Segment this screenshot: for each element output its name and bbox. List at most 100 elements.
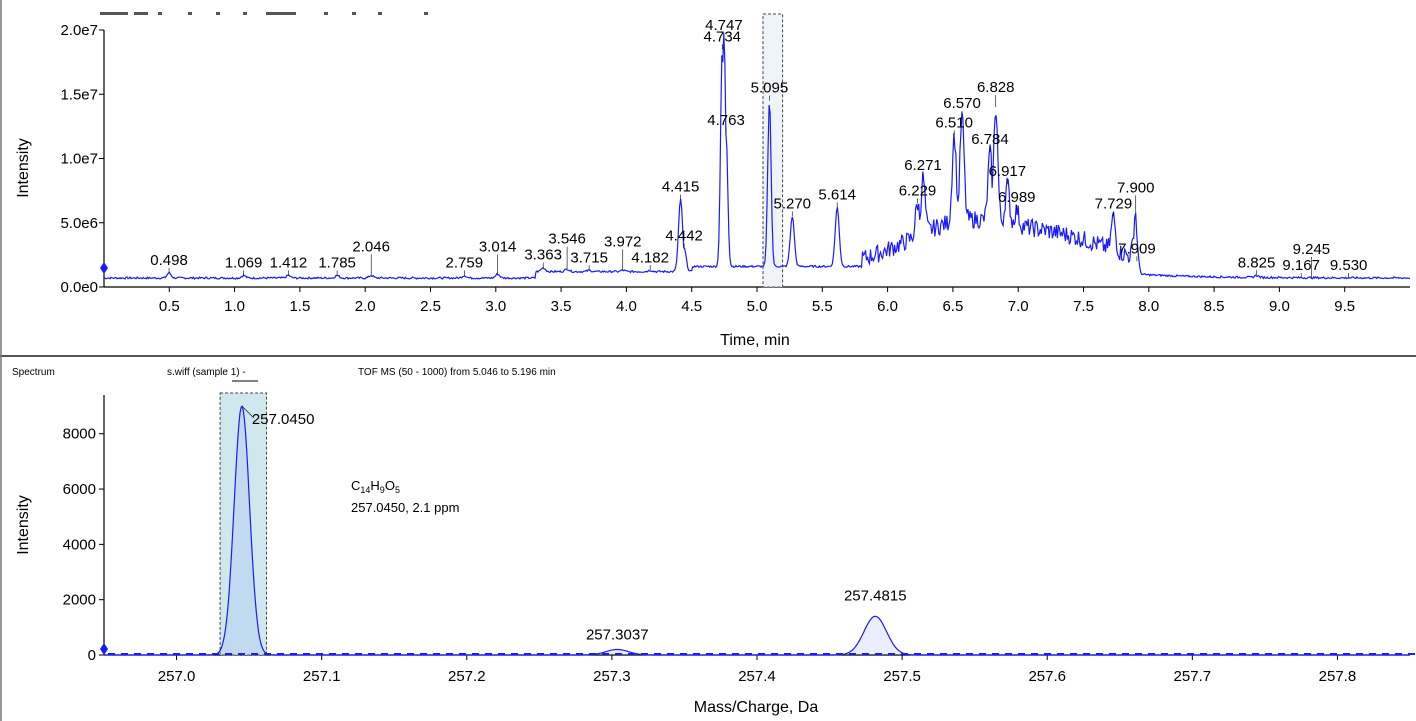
baseline-segment: [303, 653, 310, 655]
baseline-segment: [1005, 653, 1012, 655]
baseline-segment: [329, 653, 336, 655]
y-tick-label: 4000: [63, 536, 96, 553]
peak-label: 6.570: [943, 95, 981, 112]
baseline-segment: [1031, 653, 1038, 655]
peak-label: 257.4815: [844, 587, 907, 604]
peak-marker: [241, 405, 255, 419]
x-tick-label: 6.0: [877, 298, 898, 315]
x-tick-label: 5.0: [747, 298, 768, 315]
y-tick-label: 0.0e0: [60, 279, 98, 296]
baseline-segment: [459, 653, 466, 655]
baseline-segment: [1200, 653, 1207, 655]
spectrum-header-sample: s.wiff (sample 1) -: [167, 367, 246, 378]
x-tick-label: 7.5: [1073, 298, 1094, 315]
x-tick-label: 257.3: [593, 668, 631, 685]
baseline-segment: [238, 653, 245, 655]
spectrum-ylabel: Intensity: [15, 495, 32, 555]
baseline-segment: [550, 653, 557, 655]
y-tick-label: 5.0e6: [60, 215, 98, 232]
baseline-segment: [186, 653, 193, 655]
baseline-segment: [758, 653, 765, 655]
y-tick-label: 1.5e7: [60, 86, 98, 103]
peak-label: 2.759: [446, 254, 484, 271]
baseline-segment: [940, 653, 947, 655]
chromatogram-xlabel: Time, min: [720, 332, 790, 349]
baseline-segment: [836, 653, 843, 655]
peak-label: 257.3037: [586, 626, 649, 643]
x-tick-label: 257.7: [1174, 668, 1212, 685]
baseline-segment: [589, 653, 596, 655]
peak-label: 7.729: [1095, 195, 1133, 212]
cropped-header-marks: [100, 12, 428, 15]
x-tick-label: 9.5: [1334, 298, 1355, 315]
baseline-segment: [862, 653, 869, 655]
baseline-segment: [1187, 653, 1194, 655]
spectrum-ticks: 257.0 257.1 257.2 257.3 257.4 257.5 257.6 257.7…: [63, 426, 1357, 685]
baseline-segment: [1278, 653, 1285, 655]
spectrum-header-left: Spectrum: [12, 367, 55, 378]
baseline-segment: [1330, 653, 1337, 655]
baseline-segment: [381, 653, 388, 655]
baseline-segment: [264, 653, 271, 655]
baseline-segment: [810, 653, 817, 655]
x-tick-label: 8.5: [1204, 298, 1225, 315]
peak-label: 6.828: [977, 79, 1015, 96]
peak-label: 9.167: [1282, 257, 1320, 274]
baseline-segment: [1135, 653, 1142, 655]
baseline-segment: [615, 653, 622, 655]
baseline-segment: [563, 653, 570, 655]
baseline-segment: [1356, 653, 1363, 655]
peak-label: 7.909: [1118, 240, 1156, 257]
peak-label: 1.785: [318, 254, 356, 271]
baseline-segment: [251, 653, 258, 655]
x-tick-label: 6.5: [942, 298, 963, 315]
peak-label: 3.972: [604, 233, 642, 250]
peak-label: 5.270: [773, 195, 811, 212]
spectrum-xlabel: Mass/Charge, Da: [694, 699, 819, 716]
baseline-segment: [823, 653, 830, 655]
peak-label: 9.245: [1293, 241, 1331, 258]
baseline-segment: [1343, 653, 1350, 655]
baseline-segment: [225, 653, 232, 655]
formula-text: C14H9O5: [351, 478, 400, 495]
baseline-segment: [355, 653, 362, 655]
baseline-segment: [524, 653, 531, 655]
baseline-segment: [472, 653, 479, 655]
x-tick-label: 257.4: [738, 668, 776, 685]
baseline-segment: [173, 653, 180, 655]
baseline-segment: [1109, 653, 1116, 655]
peak-label: 3.363: [524, 247, 562, 264]
baseline-segment: [199, 653, 206, 655]
baseline-segment: [1044, 653, 1051, 655]
baseline-segment: [1291, 653, 1298, 655]
chromatogram-trace: [103, 33, 1411, 280]
x-tick-label: 4.0: [616, 298, 637, 315]
peak-label: 6.229: [899, 182, 937, 199]
baseline-segment: [147, 653, 154, 655]
peak-label: 0.498: [150, 252, 188, 269]
baseline-segment: [732, 653, 739, 655]
baseline-segment: [290, 653, 297, 655]
baseline-segment: [628, 653, 635, 655]
x-tick-label: 8.0: [1138, 298, 1159, 315]
peak-label: 4.442: [665, 227, 703, 244]
baseline-segment: [446, 653, 453, 655]
spectrum-peak-labels: 257.0450 257.3037 257.4815: [100, 405, 1415, 655]
spectrum-fill: [104, 406, 1410, 655]
baseline-segment: [1122, 653, 1129, 655]
baseline-segment: [719, 653, 726, 655]
peak-label: 6.784: [971, 131, 1009, 148]
baseline-segment: [485, 653, 492, 655]
baseline-segment: [1395, 653, 1402, 655]
baseline-segment: [914, 653, 921, 655]
peak-label: 3.546: [548, 231, 586, 248]
baseline-segment: [979, 653, 986, 655]
peak-label: 6.510: [935, 114, 973, 131]
x-tick-label: 4.5: [681, 298, 702, 315]
selected-time-window: [762, 13, 784, 288]
peak-label: 3.715: [570, 249, 608, 266]
spectrum-trace: [104, 405, 1410, 656]
baseline-segment: [1057, 653, 1064, 655]
